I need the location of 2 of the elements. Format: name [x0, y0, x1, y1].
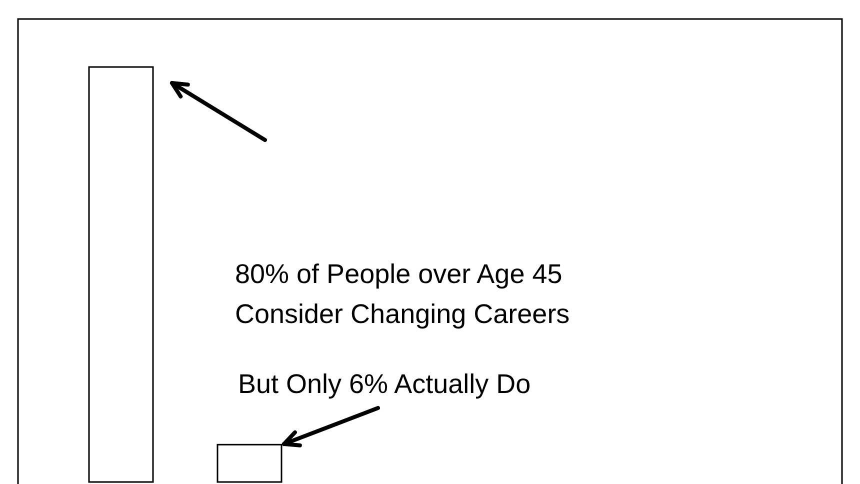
- annotation: But Only 6% Actually Do: [238, 369, 531, 399]
- annotation: 80% of People over Age 45 Consider Changing Careers: [235, 259, 570, 329]
